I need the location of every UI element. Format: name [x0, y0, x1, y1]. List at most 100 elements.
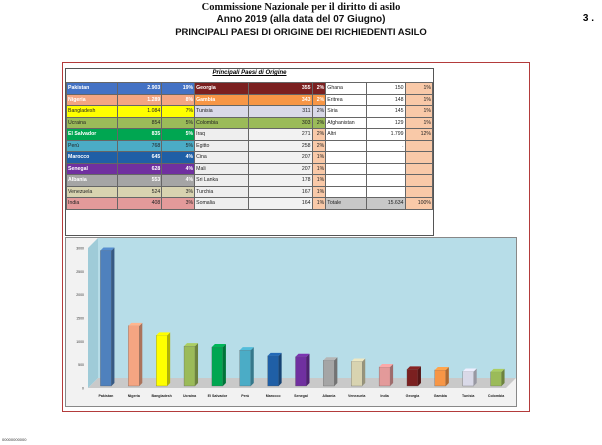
y-tick-label: 500: [78, 363, 84, 367]
bar: [295, 353, 310, 387]
cell-col3-pct: [404, 185, 434, 198]
cell-col3-name: Afghanistan: [325, 116, 367, 129]
bar: [100, 247, 115, 387]
x-tick-label: Marocco: [266, 394, 282, 398]
x-tick-label: El Salvador: [208, 394, 228, 398]
bar-front: [462, 371, 474, 387]
bar-side: [445, 366, 449, 386]
bar: [434, 366, 449, 387]
bar-side: [390, 363, 394, 386]
bar: [128, 322, 143, 387]
cell-col3-pct: [404, 162, 434, 175]
header-subtitle: Anno 2019 (alla data del 07 Giugno): [216, 14, 386, 25]
cell-col1-pct: 4%: [161, 174, 196, 187]
cell-col3-name: Altri: [325, 128, 367, 141]
bar-top: [267, 352, 282, 356]
cell-col1-pct: 5%: [161, 128, 196, 141]
bar-top: [295, 353, 310, 357]
cell-col2-pct: 2%: [311, 105, 327, 118]
bar-side: [306, 353, 310, 386]
table-row: Ucraina 854 5% Colombia 303 2% Afghanistan 129 1…: [66, 116, 434, 129]
table-row: India 408 3% Somalia 164 1% Totale 15.634 100%: [66, 197, 434, 210]
cell-col1-value: 408: [116, 197, 163, 210]
header-heading: PRINCIPALI PAESI DI ORIGINE DEI RICHIEDE…: [175, 27, 427, 38]
bar-side: [111, 247, 115, 386]
cell-col1-name: El Salvador: [66, 128, 118, 141]
cell-col2-pct: 2%: [311, 128, 327, 141]
cell-col1-value: 1.084: [116, 105, 163, 118]
cell-col3-name: [325, 174, 367, 187]
cell-col2-value: 271: [248, 128, 313, 141]
origin-grid: Pakistan 2.903 19% Georgia 355 2% Ghana 150 1% Ni…: [66, 82, 434, 210]
bar: [351, 358, 366, 387]
bar-side: [139, 322, 143, 386]
cell-col2-name: Tunisia: [194, 105, 250, 118]
bar-top: [239, 347, 254, 351]
table-row: Perù 768 5% Egitto 258 2%.: [66, 139, 434, 152]
bar-side: [195, 343, 199, 386]
bar-front: [490, 371, 502, 387]
cell-col2-pct: 2%: [311, 139, 327, 152]
cell-col2-value: 303: [248, 116, 313, 129]
bar-top: [184, 343, 199, 347]
bar: [156, 332, 171, 387]
chart-side-wall: [88, 238, 98, 388]
cell-col3-pct: 100%: [404, 197, 434, 210]
cell-col3-value: 150: [365, 82, 406, 95]
cell-col1-name: Pakistan: [66, 82, 118, 95]
bar-side: [417, 366, 421, 386]
cell-col3-name: Ghana: [325, 82, 367, 95]
cell-col3-name: Totale: [325, 197, 367, 210]
x-tick-label: Senegal: [294, 394, 308, 398]
cell-col2-name: Somalia: [194, 197, 250, 210]
cell-col3-value: 1.799: [365, 128, 406, 141]
bar-front: [183, 345, 196, 387]
x-tick-label: Nigeria: [128, 394, 141, 398]
y-tick-label: 0: [82, 387, 84, 391]
x-tick-label: Perù: [241, 394, 249, 398]
cell-col3-value: 145: [365, 105, 406, 118]
cell-col1-pct: 5%: [161, 116, 196, 129]
cell-col1-name: Senegal: [66, 162, 118, 175]
cell-col1-value: 854: [116, 116, 163, 129]
cell-col2-pct: 1%: [311, 197, 327, 210]
cell-col3-pct: 1%: [404, 93, 434, 106]
cell-col1-pct: 4%: [161, 151, 196, 164]
bar-side: [222, 344, 226, 386]
cell-col1-pct: 7%: [161, 105, 196, 118]
bar-front: [323, 360, 335, 387]
cell-col2-name: Cina: [194, 151, 250, 164]
table-title: Principali Paesi di Origine: [212, 70, 287, 76]
bar: [462, 368, 477, 387]
cell-col1-value: 524: [116, 185, 163, 198]
bar-top: [406, 366, 421, 370]
cell-col1-value: 645: [116, 151, 163, 164]
bar-top: [156, 332, 171, 336]
bar-front: [351, 361, 363, 387]
cell-col1-name: Albania: [66, 174, 118, 187]
cell-col1-value: 835: [116, 128, 163, 141]
cell-col3-name: [325, 139, 367, 152]
x-tick-label: Bangladesh: [151, 394, 171, 398]
cell-col3-value: 148: [365, 93, 406, 106]
bar-front: [156, 335, 168, 387]
cell-col3-value: [365, 185, 406, 198]
cell-col2-value: 207: [248, 151, 313, 164]
x-tick-label: Venezuela: [348, 394, 366, 398]
cell-col2-value: 355: [248, 82, 313, 95]
bar: [211, 344, 226, 387]
bar-top: [128, 322, 143, 326]
bar-top: [462, 368, 477, 372]
bar: [406, 366, 421, 387]
bar-top: [490, 368, 505, 372]
cell-col3-value: [365, 151, 406, 164]
bar-top: [211, 344, 226, 348]
bar-side: [278, 352, 282, 386]
cell-col2-name: Gambia: [194, 93, 250, 106]
cell-col2-name: Mali: [194, 162, 250, 175]
bar-front: [211, 346, 224, 387]
cell-col1-name: Ucraina: [66, 116, 118, 129]
cell-col3-value: 15.634: [365, 197, 406, 210]
bar-chart-svg: 0 500 1000 1500 2000 2500 3000 Pakistan Nigeria B…: [76, 238, 516, 398]
cell-col3-name: Siria: [325, 105, 367, 118]
